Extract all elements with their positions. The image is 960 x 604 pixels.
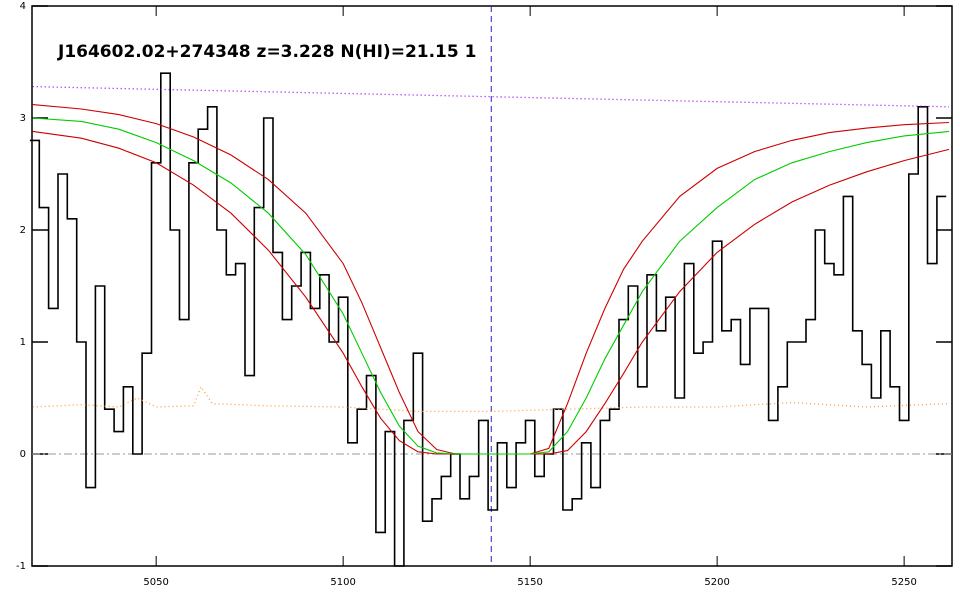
plot-frame bbox=[31, 5, 953, 567]
flux-line bbox=[29, 72, 947, 567]
y-tick-label: 1 bbox=[20, 337, 26, 348]
y-tick-label: -1 bbox=[16, 561, 26, 572]
x-tick-label: 5200 bbox=[704, 577, 729, 588]
y-tick-label: 2 bbox=[20, 225, 26, 236]
x-tick-label: 5050 bbox=[143, 577, 168, 588]
model-line bbox=[32, 117, 950, 455]
x-tick-label: 5100 bbox=[330, 577, 355, 588]
x-tick-label: 5150 bbox=[517, 577, 542, 588]
y-tick-label: 0 bbox=[20, 449, 26, 460]
chart-title: J164602.02+274348 z=3.228 N(HI)=21.15 1 bbox=[57, 42, 476, 62]
y-tick-label: 4 bbox=[20, 1, 26, 12]
y-tick-label: 3 bbox=[20, 113, 26, 124]
x-tick-label: 5250 bbox=[891, 577, 916, 588]
model-line bbox=[32, 85, 950, 108]
